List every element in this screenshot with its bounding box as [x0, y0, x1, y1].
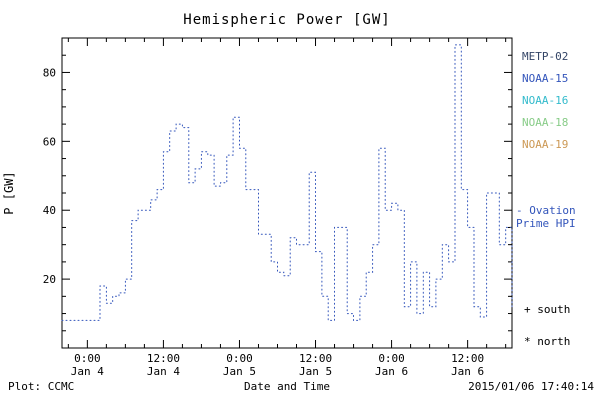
svg-text:Jan 4: Jan 4 [147, 365, 180, 378]
svg-text:20: 20 [43, 273, 56, 286]
svg-text:Jan 6: Jan 6 [451, 365, 484, 378]
svg-text:60: 60 [43, 135, 56, 148]
north-marker-legend: * north [524, 335, 571, 348]
svg-text:0:00: 0:00 [74, 352, 101, 365]
svg-text:Jan 5: Jan 5 [299, 365, 332, 378]
svg-text:Jan 4: Jan 4 [71, 365, 104, 378]
svg-text:12:00: 12:00 [451, 352, 484, 365]
plot-source-label: Plot: CCMC [8, 380, 75, 393]
x-axis-label: Date and Time [243, 380, 331, 393]
hpi-series-line [61, 44, 513, 321]
svg-text:80: 80 [43, 66, 56, 79]
south-marker-legend: + south [524, 303, 571, 316]
legend-item-noaa-18: NOAA-18 [522, 116, 569, 129]
svg-text:Jan 5: Jan 5 [223, 365, 256, 378]
satellite-legend: METP-02 NOAA-15 NOAA-16 NOAA-18 NOAA-19 [522, 46, 568, 156]
chart-title: Hemispheric Power [GW] [183, 12, 391, 28]
svg-text:12:00: 12:00 [299, 352, 332, 365]
svg-text:0:00: 0:00 [226, 352, 253, 365]
svg-text:0:00: 0:00 [378, 352, 405, 365]
legend-item-noaa-19: NOAA-19 [522, 138, 569, 151]
legend-item-metp-02: METP-02 [522, 50, 569, 63]
ovation-note-line1: - Ovation [516, 204, 576, 217]
y-axis-label: P [GW] [2, 171, 16, 215]
svg-text:40: 40 [43, 204, 56, 217]
svg-text:12:00: 12:00 [147, 352, 180, 365]
legend-item-noaa-16: NOAA-16 [522, 94, 569, 107]
ovation-note-line2: Prime HPI [516, 217, 576, 230]
ovation-prime-hpi-label: - Ovation Prime HPI [516, 204, 576, 230]
legend-item-noaa-15: NOAA-15 [522, 72, 569, 85]
plot-timestamp: 2015/01/06 17:40:14 [468, 380, 594, 393]
svg-text:Jan 6: Jan 6 [375, 365, 408, 378]
